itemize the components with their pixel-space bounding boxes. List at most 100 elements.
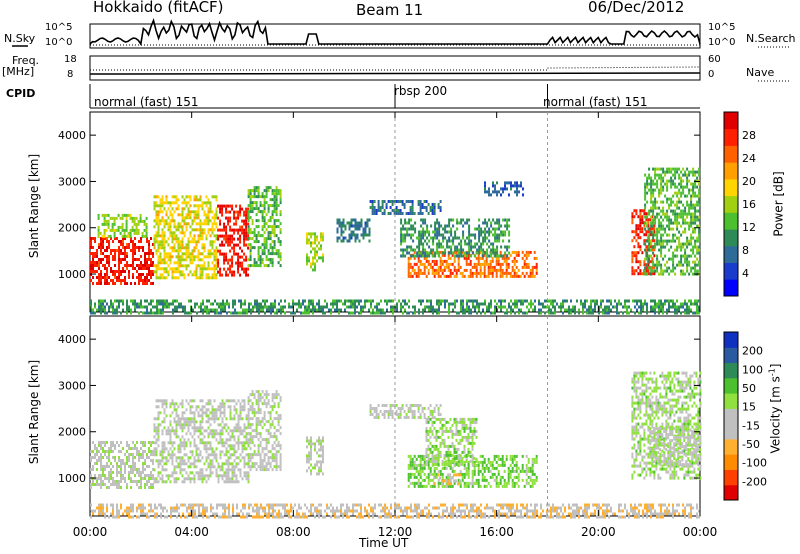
power-echo-cell <box>448 224 451 228</box>
power-echo-cell <box>193 213 196 217</box>
power-echo-cell <box>231 204 234 208</box>
power-echo-cell <box>478 305 480 309</box>
power-echo-cell <box>267 249 270 253</box>
power-echo-cell <box>157 222 160 226</box>
power-echo-cell <box>173 201 176 205</box>
power-echo-cell <box>639 227 642 231</box>
power-echo-cell <box>225 225 228 229</box>
power-echo-cell <box>406 311 408 315</box>
power-echo-cell <box>193 216 196 220</box>
power-echo-cell <box>225 207 228 211</box>
velocity-echo-cell <box>140 483 142 486</box>
power-echo-cell <box>273 201 276 205</box>
velocity-echo-cell <box>157 411 160 415</box>
power-echo-cell <box>432 230 435 234</box>
power-echo-cell <box>474 227 477 231</box>
velocity-echo-cell <box>231 471 234 475</box>
power-echo-cell <box>161 273 164 277</box>
velocity-echo-cell <box>213 450 216 454</box>
power-echo-cell <box>257 246 260 250</box>
power-echo-cell <box>448 245 451 249</box>
power-echo-cell <box>496 245 499 249</box>
power-echo-cell <box>130 240 132 243</box>
power-echo-cell <box>207 198 210 202</box>
power-echo-cell <box>262 299 264 303</box>
velocity-echo-cell <box>245 453 248 457</box>
velocity-echo-cell <box>183 480 186 484</box>
power-echo-cell <box>183 207 186 211</box>
velocity-echo-cell <box>229 429 232 433</box>
power-echo-cell <box>514 311 516 315</box>
power-echo-cell <box>275 225 278 229</box>
power-echo-cell <box>275 204 278 208</box>
power-echo-cell <box>413 262 416 266</box>
power-echo-cell <box>98 264 100 267</box>
power-echo-cell <box>231 261 234 265</box>
power-echo-cell <box>98 276 100 279</box>
velocity-echo-cell <box>98 459 100 462</box>
power-echo-cell <box>257 234 260 238</box>
power-echo-cell <box>119 225 122 229</box>
power-echo-cell <box>195 246 198 250</box>
power-echo-cell <box>263 189 266 193</box>
power-echo-cell <box>102 258 104 261</box>
velocity-echo-cell <box>128 444 130 447</box>
power-echo-cell <box>644 215 647 219</box>
velocity-echo-cell <box>159 423 162 427</box>
power-echo-cell <box>159 261 162 265</box>
power-echo-cell <box>656 236 659 240</box>
power-echo-cell <box>122 243 124 246</box>
velocity-echo-cell <box>249 399 252 403</box>
velocity-echo-cell <box>112 477 114 480</box>
power-echo-cell <box>250 308 252 312</box>
velocity-echo-cell <box>155 438 158 442</box>
power-echo-cell <box>684 212 687 216</box>
power-echo-cell <box>225 252 228 256</box>
power-echo-cell <box>406 230 409 234</box>
velocity-echo-cell <box>169 453 172 457</box>
velocity-echo-cell <box>179 450 182 454</box>
power-echo-cell <box>635 224 638 228</box>
power-echo-cell <box>676 224 679 228</box>
power-echo-cell <box>662 176 665 180</box>
power-echo-cell <box>352 218 355 222</box>
velocity-echo-cell <box>183 453 186 457</box>
power-echo-cell <box>158 308 160 312</box>
power-echo-cell <box>128 273 130 276</box>
power-echo-cell <box>678 263 681 267</box>
power-echo-cell <box>608 299 610 303</box>
power-echo-cell <box>528 308 530 312</box>
power-echo-cell <box>482 221 485 225</box>
velocity-echo-cell <box>227 432 230 436</box>
power-echo-cell <box>243 228 246 232</box>
power-echo-cell <box>330 302 332 306</box>
velocity-echo-cell <box>213 465 216 469</box>
velocity-echo-cell <box>102 483 104 486</box>
power-echo-cell <box>483 265 486 269</box>
power-echo-cell <box>338 218 341 222</box>
power-echo-cell <box>454 233 457 237</box>
power-echo-cell <box>682 173 685 177</box>
power-echo-cell <box>239 240 242 244</box>
velocity-echo-cell <box>159 450 162 454</box>
power-echo-cell <box>498 221 501 225</box>
power-echo-cell <box>387 200 390 203</box>
power-echo-cell <box>189 255 192 259</box>
freq-trace-2 <box>547 66 701 69</box>
power-echo-cell <box>408 305 410 309</box>
power-echo-cell <box>482 248 485 252</box>
power-echo-cell <box>692 170 695 174</box>
power-echo-cell <box>231 270 234 274</box>
velocity-echo-cell <box>171 471 174 475</box>
power-echo-cell <box>176 305 178 309</box>
power-echo-cell <box>233 216 236 220</box>
power-echo-cell <box>90 246 92 249</box>
power-echo-cell <box>130 308 132 312</box>
velocity-echo-cell <box>237 429 240 433</box>
power-echo-cell <box>672 269 675 273</box>
power-echo-cell <box>189 210 192 214</box>
power-echo-cell <box>462 248 465 252</box>
velocity-echo-cell <box>219 465 222 469</box>
power-echo-cell <box>152 261 154 264</box>
power-echo-cell <box>155 216 158 220</box>
